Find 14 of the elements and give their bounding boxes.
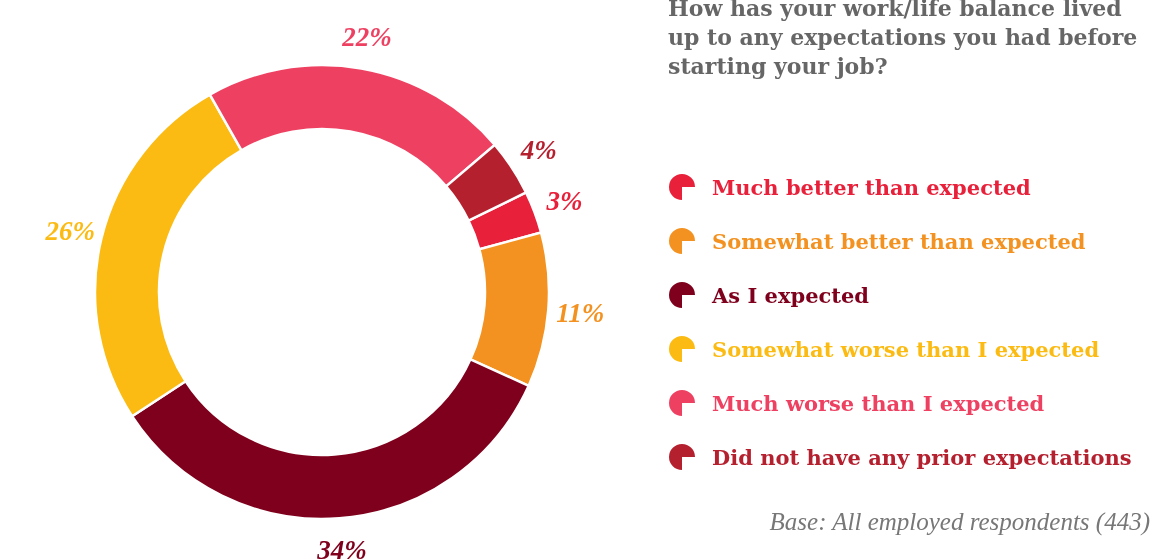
- data-label: 34%: [316, 535, 367, 559]
- data-label: 4%: [519, 135, 557, 166]
- legend-label: Somewhat worse than I expected: [712, 336, 1100, 362]
- data-label: 22%: [341, 21, 392, 52]
- data-label: 26%: [44, 216, 96, 247]
- legend-label: Did not have any prior expectations: [712, 444, 1132, 470]
- legend-label: Much better than expected: [712, 174, 1031, 200]
- legend-label: As I expected: [711, 282, 870, 308]
- chart-title: How has your work/life balance lived up to any expectations you had before starting your job?: [668, 0, 1138, 79]
- data-label: 3%: [545, 185, 583, 216]
- legend-label: Somewhat better than expected: [712, 228, 1086, 254]
- legend-label: Much worse than I expected: [712, 390, 1045, 416]
- data-label: 11%: [556, 297, 605, 328]
- text: Base: All employed respondents (443): [769, 508, 1150, 536]
